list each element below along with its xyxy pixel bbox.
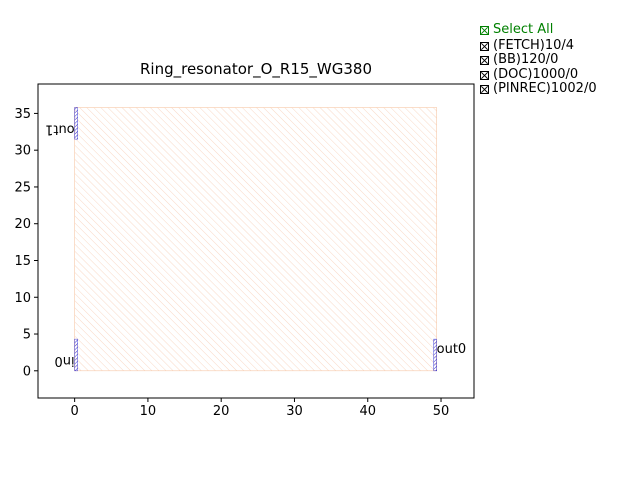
layer-label: (FETCH)10/4 — [493, 37, 575, 53]
y-tick-label: 30 — [14, 144, 31, 159]
checkbox-checked-icon — [480, 56, 489, 66]
device-boundary — [74, 107, 437, 372]
y-tick-label: 35 — [14, 107, 31, 122]
x-tick-label: 40 — [359, 404, 376, 419]
y-tick-label: 15 — [14, 254, 31, 269]
y-tick-label: 10 — [14, 291, 31, 306]
layer-label: (BB)120/0 — [493, 52, 559, 67]
port-label-out1: out1 — [45, 121, 75, 136]
port-out0 — [433, 338, 437, 372]
x-tick-label: 30 — [286, 404, 303, 419]
layer-legend: Select All (FETCH)10/4 (BB)120/0 (DOC)10… — [480, 22, 597, 97]
y-tick-label: 0 — [23, 364, 31, 379]
layer-label: (PINREC)1002/0 — [493, 81, 597, 96]
select-all-label: Select All — [493, 22, 554, 37]
port-in0 — [74, 338, 78, 372]
port-out1 — [74, 107, 78, 140]
axes-frame — [37, 83, 475, 399]
select-all-checkbox[interactable]: Select All — [480, 22, 597, 38]
checkbox-checked-icon — [480, 85, 489, 95]
checkbox-checked-icon — [480, 41, 489, 51]
chart-title: Ring_resonator_O_R15_WG380 — [140, 60, 372, 79]
y-tick-label: 20 — [14, 217, 31, 232]
y-tick-label: 25 — [14, 180, 31, 195]
checkbox-checked-icon — [480, 70, 489, 80]
port-label-in0: in0 — [55, 353, 75, 368]
y-axis: 0 5 10 15 20 25 30 35 — [14, 107, 38, 379]
layer-checkbox-fetch[interactable]: (FETCH)10/4 — [480, 37, 597, 54]
x-tick-label: 50 — [433, 404, 450, 419]
checkbox-checked-icon — [480, 26, 489, 36]
x-tick-label: 20 — [213, 404, 230, 419]
x-axis: 0 10 20 30 40 50 — [70, 398, 449, 419]
x-tick-label: 0 — [70, 404, 78, 419]
layer-checkbox-pinrec[interactable]: (PINREC)1002/0 — [480, 81, 597, 97]
y-tick-label: 5 — [23, 328, 31, 343]
layer-checkbox-bb[interactable]: (BB)120/0 — [480, 52, 597, 68]
layer-checkbox-doc[interactable]: (DOC)1000/0 — [480, 66, 597, 83]
port-label-out0: out0 — [437, 342, 467, 357]
x-tick-label: 10 — [140, 404, 157, 419]
layer-label: (DOC)1000/0 — [493, 66, 579, 82]
